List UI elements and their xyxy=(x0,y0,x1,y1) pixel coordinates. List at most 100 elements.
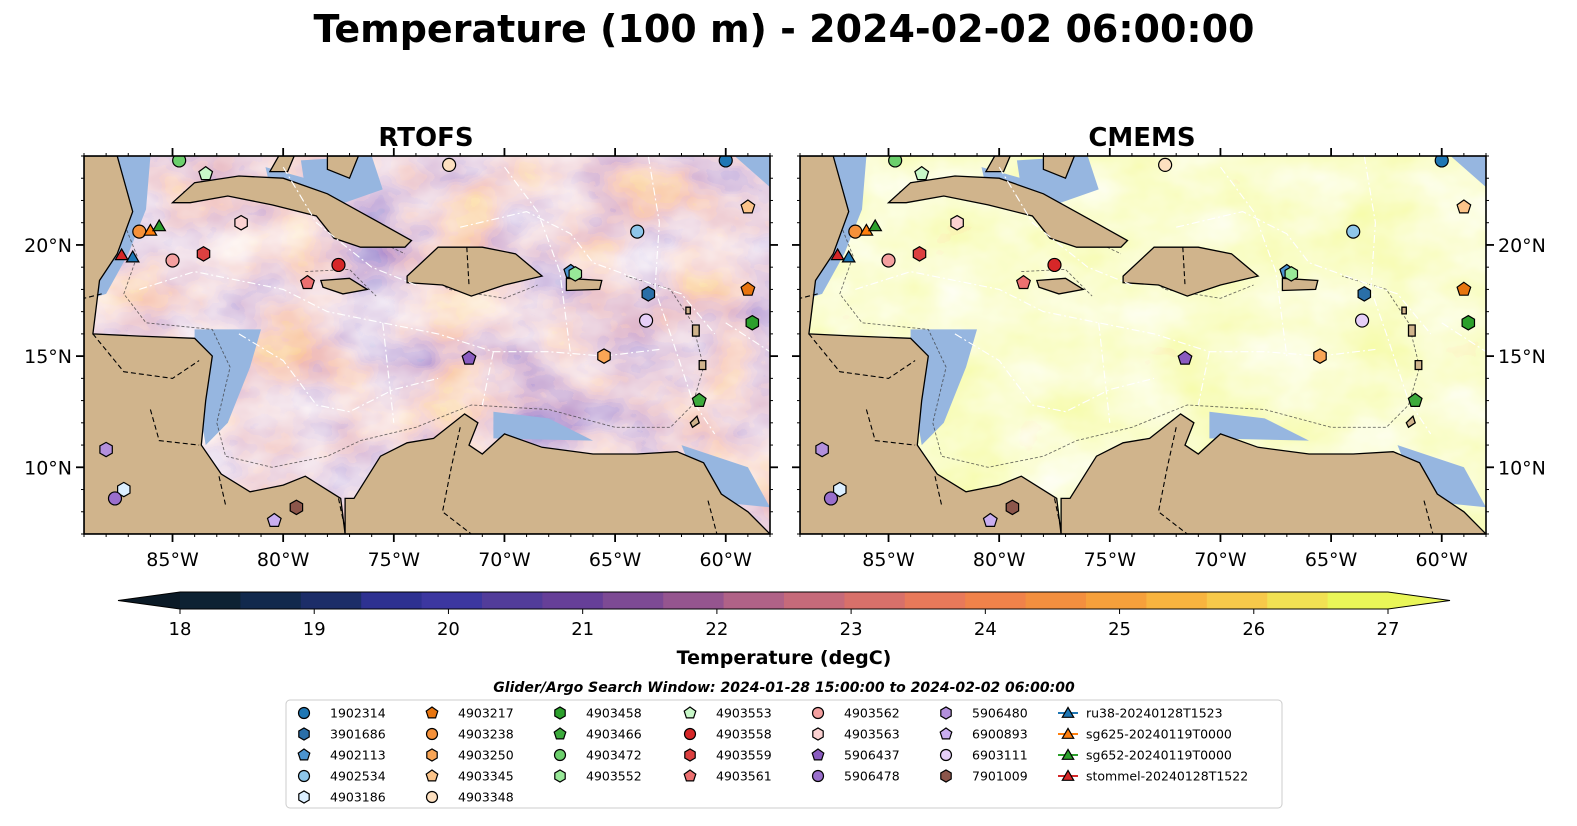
legend-label: 4903250 xyxy=(458,748,514,763)
country-border xyxy=(218,476,227,506)
land-mass xyxy=(268,156,295,173)
legend-marker xyxy=(1061,727,1075,739)
marker-4903561 xyxy=(1015,274,1032,290)
legend-item: 7901009 xyxy=(940,769,1028,784)
colorbar-tick-label: 20 xyxy=(437,619,460,640)
isobath-contour xyxy=(118,211,705,468)
legend-item: 1902314 xyxy=(297,706,386,721)
land-mass xyxy=(1405,415,1416,429)
colorbar-cell xyxy=(240,592,302,609)
panel-title-rtofs: RTOFS xyxy=(378,123,473,153)
colorbar-cell xyxy=(421,592,483,609)
marker-3901686 xyxy=(1357,286,1372,302)
legend-label: 4903552 xyxy=(586,769,642,784)
legend-label: 7901009 xyxy=(972,769,1028,784)
lon-tick-label: 60°W xyxy=(700,549,753,571)
legend-item: 4903558 xyxy=(683,727,772,742)
marker-6900893 xyxy=(266,512,282,527)
lon-tick-label: 75°W xyxy=(1084,549,1137,571)
marker-5906478 xyxy=(107,491,123,506)
legend-item: 4903559 xyxy=(684,748,772,763)
marker-4902534 xyxy=(630,224,645,239)
legend-marker xyxy=(812,727,824,741)
legend-label: 4903562 xyxy=(844,706,900,721)
lon-tick-label: 60°W xyxy=(1416,549,1469,571)
land-mass xyxy=(344,413,770,534)
eez-boundary xyxy=(855,271,1376,357)
country-border xyxy=(800,293,818,299)
marker-4903552 xyxy=(1284,266,1299,282)
legend-item: 4902113 xyxy=(297,748,386,763)
land-mass xyxy=(1035,277,1086,295)
continental-shelf xyxy=(493,411,593,441)
legend-marker xyxy=(1061,706,1075,718)
marker-4903348 xyxy=(1158,157,1173,172)
continental-shelf xyxy=(1209,411,1309,441)
legend-marker xyxy=(684,748,696,762)
lon-tick-label: 80°W xyxy=(973,549,1026,571)
legend-marker xyxy=(553,748,567,762)
land-mass xyxy=(685,306,691,315)
colorbar-cell xyxy=(663,592,725,609)
legend-item: 4903472 xyxy=(553,748,642,763)
marker-4903186 xyxy=(833,481,847,498)
colorbar-tick-label: 18 xyxy=(169,619,192,640)
legend-marker xyxy=(425,706,439,719)
legend-item: 3901686 xyxy=(298,727,386,742)
legend-item: ru38-20240128T1523 xyxy=(1058,706,1223,721)
marker-5906480 xyxy=(99,441,113,458)
marker-4903466 xyxy=(691,392,707,407)
marker-4903217 xyxy=(1456,281,1472,296)
legend-label: 4903186 xyxy=(330,790,386,805)
legend-item: 4903250 xyxy=(426,748,514,763)
legend-marker xyxy=(298,727,310,741)
land-mass xyxy=(1414,359,1423,371)
land-mass xyxy=(984,156,1011,173)
eez-boundary xyxy=(139,271,660,357)
colorbar-cell xyxy=(904,592,966,609)
legend-item: 6900893 xyxy=(939,727,1028,742)
country-border xyxy=(337,498,346,530)
marker-7901009 xyxy=(289,499,304,516)
land-mass xyxy=(406,246,544,297)
marker-1902314 xyxy=(718,156,733,168)
legend-marker xyxy=(1061,769,1075,781)
legend-marker xyxy=(554,706,566,720)
legend-label: 5906437 xyxy=(844,748,900,763)
map-frame xyxy=(799,155,1487,535)
legend-label: 4903466 xyxy=(586,727,642,742)
land-mass xyxy=(1060,413,1486,534)
legend-marker xyxy=(297,748,311,761)
legend-marker xyxy=(940,706,952,720)
land-mass xyxy=(84,156,346,534)
colorbar-cell xyxy=(300,592,362,609)
legend-marker xyxy=(939,727,953,740)
land-mass xyxy=(1407,324,1416,337)
map-panel-rtofs: RTOFS 85°W 80°W 75°W 70°W 65°W 60°W 20°N 15°N 10… xyxy=(24,123,778,571)
marker-4903217 xyxy=(740,281,756,296)
legend-label: 4903558 xyxy=(716,727,772,742)
legend-label: sg625-20240119T0000 xyxy=(1086,727,1232,742)
marker-4903563 xyxy=(950,214,964,231)
marker-4903562 xyxy=(881,253,896,268)
marker-4903345 xyxy=(1456,199,1472,214)
colorbar-cell xyxy=(965,592,1027,609)
marker-4903558 xyxy=(331,257,346,273)
land-mass xyxy=(689,415,700,429)
country-border xyxy=(865,409,916,446)
eez-boundary xyxy=(1197,351,1210,406)
legend-item: 4903345 xyxy=(425,769,514,784)
marker-5906437 xyxy=(1177,350,1193,365)
legend-marker xyxy=(939,748,953,762)
colorbar-cell xyxy=(602,592,664,609)
marker-4903186 xyxy=(117,481,131,498)
marker-stommel-20240128T1522 xyxy=(830,247,845,261)
legend-item: 4903552 xyxy=(554,769,642,784)
legend: 1902314 3901686 4902113 4902534 4903186 49032… xyxy=(285,699,1283,809)
legend-item: 5906478 xyxy=(811,769,900,784)
land-mass xyxy=(698,359,707,371)
eez-boundary xyxy=(1098,322,1111,423)
marker-sg652-20240119T0000 xyxy=(151,218,167,232)
legend-label: 4903553 xyxy=(716,706,772,721)
legend-item: 4903561 xyxy=(683,769,772,784)
